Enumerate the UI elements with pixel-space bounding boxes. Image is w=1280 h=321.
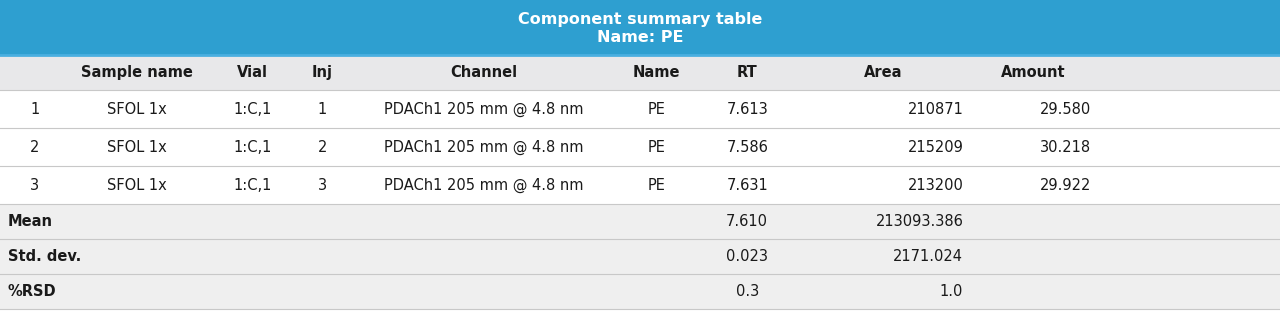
Text: 1:C,1: 1:C,1 <box>233 140 271 154</box>
Text: Vial: Vial <box>237 65 268 80</box>
Text: 7.613: 7.613 <box>726 101 768 117</box>
Text: 7.631: 7.631 <box>726 178 768 193</box>
Text: 1:C,1: 1:C,1 <box>233 101 271 117</box>
Text: Mean: Mean <box>8 214 52 229</box>
Bar <box>0 204 1280 239</box>
Text: 3: 3 <box>31 178 40 193</box>
Text: PDACh1 205 mm @ 4.8 nm: PDACh1 205 mm @ 4.8 nm <box>384 101 584 117</box>
Text: 1: 1 <box>317 101 326 117</box>
Bar <box>0 128 1280 166</box>
Text: Inj: Inj <box>312 65 333 80</box>
Text: 1.0: 1.0 <box>940 284 964 299</box>
Text: PDACh1 205 mm @ 4.8 nm: PDACh1 205 mm @ 4.8 nm <box>384 178 584 193</box>
Text: PDACh1 205 mm @ 4.8 nm: PDACh1 205 mm @ 4.8 nm <box>384 139 584 155</box>
Text: Std. dev.: Std. dev. <box>8 249 81 264</box>
Text: PE: PE <box>648 101 666 117</box>
Text: Name: PE: Name: PE <box>596 30 684 45</box>
Text: 30.218: 30.218 <box>1041 140 1092 154</box>
Text: PE: PE <box>648 178 666 193</box>
Text: SFOL 1x: SFOL 1x <box>108 178 168 193</box>
Text: 29.580: 29.580 <box>1041 101 1092 117</box>
Bar <box>0 90 1280 128</box>
Text: 213200: 213200 <box>908 178 964 193</box>
Text: Channel: Channel <box>451 65 517 80</box>
Text: 213093.386: 213093.386 <box>876 214 964 229</box>
Bar <box>0 166 1280 204</box>
Text: Amount: Amount <box>1001 65 1065 80</box>
Text: Name: Name <box>632 65 680 80</box>
Text: 2171.024: 2171.024 <box>893 249 964 264</box>
Text: Area: Area <box>864 65 902 80</box>
Text: SFOL 1x: SFOL 1x <box>108 101 168 117</box>
Bar <box>0 55 1280 90</box>
Text: SFOL 1x: SFOL 1x <box>108 140 168 154</box>
Text: 0.3: 0.3 <box>736 284 759 299</box>
Text: 7.586: 7.586 <box>726 140 768 154</box>
Text: 1:C,1: 1:C,1 <box>233 178 271 193</box>
Text: Component summary table: Component summary table <box>518 12 762 27</box>
Text: 29.922: 29.922 <box>1039 178 1092 193</box>
Text: 210871: 210871 <box>908 101 964 117</box>
Text: 0.023: 0.023 <box>726 249 768 264</box>
Text: 7.610: 7.610 <box>726 214 768 229</box>
Text: PE: PE <box>648 140 666 154</box>
Bar <box>0 0 1280 55</box>
Text: 3: 3 <box>317 178 326 193</box>
Text: %RSD: %RSD <box>8 284 56 299</box>
Text: Sample name: Sample name <box>82 65 193 80</box>
Text: 2: 2 <box>317 140 326 154</box>
Bar <box>0 274 1280 309</box>
Text: RT: RT <box>737 65 758 80</box>
Text: 215209: 215209 <box>908 140 964 154</box>
Bar <box>0 239 1280 274</box>
Text: 1: 1 <box>31 101 40 117</box>
Text: 2: 2 <box>31 140 40 154</box>
